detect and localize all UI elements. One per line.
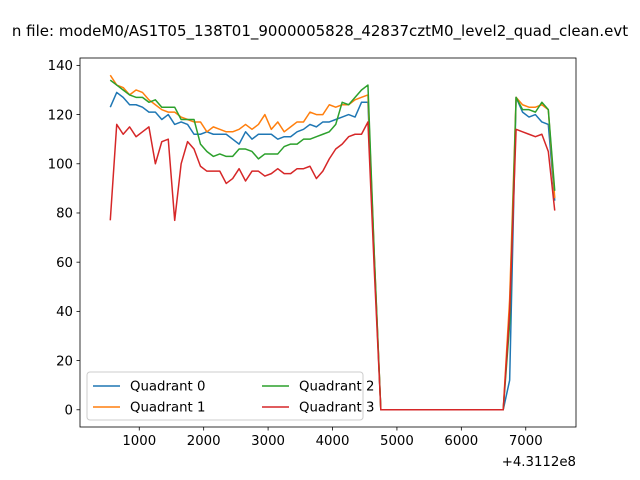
legend-label: Quadrant 3 (299, 401, 374, 416)
y-tick-label: 40 (56, 305, 73, 320)
x-tick-label: 1000 (122, 434, 156, 449)
legend-label: Quadrant 1 (130, 401, 205, 416)
y-tick-label: 100 (48, 157, 73, 172)
legend: Quadrant 0 Quadrant 1 Quadrant 2 Quadrant 3 (86, 371, 374, 421)
chart-title: n file: modeM0/AS1T05_138T01_9000005828_… (12, 22, 628, 41)
series-layer (109, 74, 556, 411)
y-tick-label: 140 (48, 59, 73, 74)
y-tick-label: 120 (48, 108, 73, 123)
series-line-quadrant-3 (109, 121, 556, 411)
x-tick-label: 7000 (509, 434, 543, 449)
legend-label: Quadrant 2 (299, 380, 374, 395)
x-tick-label: 6000 (444, 434, 478, 449)
x-offset-label: +4.3112e8 (502, 455, 576, 470)
y-tick-label: 20 (56, 354, 73, 369)
legend-label: Quadrant 0 (130, 380, 205, 395)
x-tick-label: 2000 (187, 434, 221, 449)
axes-frame (79, 57, 577, 428)
axes: 1000 2000 3000 4000 5000 6000 7000 0 20 40 60 80 100… (48, 57, 577, 449)
y-tick-label: 80 (56, 207, 73, 222)
x-tick-label: 5000 (380, 434, 414, 449)
x-tick-label: 3000 (251, 434, 285, 449)
legend-box (86, 371, 364, 421)
y-tick-label: 60 (56, 256, 73, 271)
y-tick-label: 0 (65, 403, 73, 418)
x-tick-label: 4000 (316, 434, 350, 449)
